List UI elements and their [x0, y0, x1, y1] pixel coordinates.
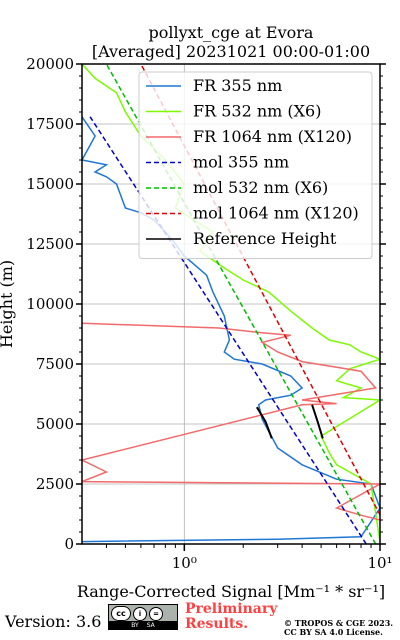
preliminary-line-2: Results. [185, 616, 249, 632]
y-tick-label: 12500 [26, 235, 74, 253]
y-tick-label: 2500 [36, 475, 74, 493]
legend: FR 355 nm FR 532 nm (X6) FR 1064 nm (X120)… [138, 71, 373, 259]
legend-box [138, 71, 373, 259]
cc-license-badge[interactable]: cc i = BY SA [108, 604, 178, 630]
legend-label: FR 355 nm [193, 76, 282, 95]
preliminary-notice: Preliminary Results. [185, 602, 277, 632]
legend-label: mol 532 nm (X6) [193, 178, 328, 197]
x-axis-label: Range-Corrected Signal [Mm⁻¹ * sr⁻¹] [77, 582, 385, 601]
badge-sa-label: SA [146, 621, 155, 629]
badge-by-label: BY [131, 621, 139, 629]
series-fr-355-nm-line [82, 116, 380, 543]
copyright-notice: © TROPOS & CGE 2023. CC BY SA 4.0 Licens… [284, 619, 393, 637]
y-tick-label: 17500 [26, 115, 74, 133]
series-fr-1064-nm-x120-line [82, 322, 380, 521]
legend-label: mol 1064 nm (X120) [193, 204, 359, 223]
series-reference-height-segment [256, 406, 273, 439]
attribution-icon: i [133, 606, 147, 621]
y-tick-label: 20000 [26, 55, 74, 73]
series-reference-height-segment [311, 404, 324, 439]
y-tick-label: 15000 [26, 175, 74, 193]
preliminary-line-1: Preliminary [185, 601, 278, 617]
chart-subtitle: [Averaged] 20231021 00:00-01:00 [92, 42, 370, 61]
x-tick-label: 10⁰ [172, 554, 197, 572]
y-tick-label: 5000 [36, 415, 74, 433]
copyright-line-1: © TROPOS & CGE 2023. [284, 618, 394, 628]
legend-label: mol 355 nm [193, 153, 289, 172]
series-mol-355-nm-line [89, 116, 367, 544]
copyright-line-2: CC BY SA 4.0 License. [284, 627, 383, 637]
y-tick-label: 7500 [36, 355, 74, 373]
y-tick-label: 10000 [26, 295, 74, 313]
share-alike-icon: = [149, 606, 163, 621]
y-axis-label: Height (m) [0, 260, 16, 348]
cc-icon: cc [111, 606, 131, 621]
version-label: Version: 3.6 [5, 612, 102, 631]
legend-label: Reference Height [193, 229, 337, 248]
x-tick-label: 10¹ [367, 554, 392, 572]
legend-label: FR 532 nm (X6) [193, 102, 321, 121]
chart-title: pollyxt_cge at Evora [149, 23, 314, 42]
y-tick-label: 0 [64, 535, 74, 553]
legend-label: FR 1064 nm (X120) [193, 127, 352, 146]
